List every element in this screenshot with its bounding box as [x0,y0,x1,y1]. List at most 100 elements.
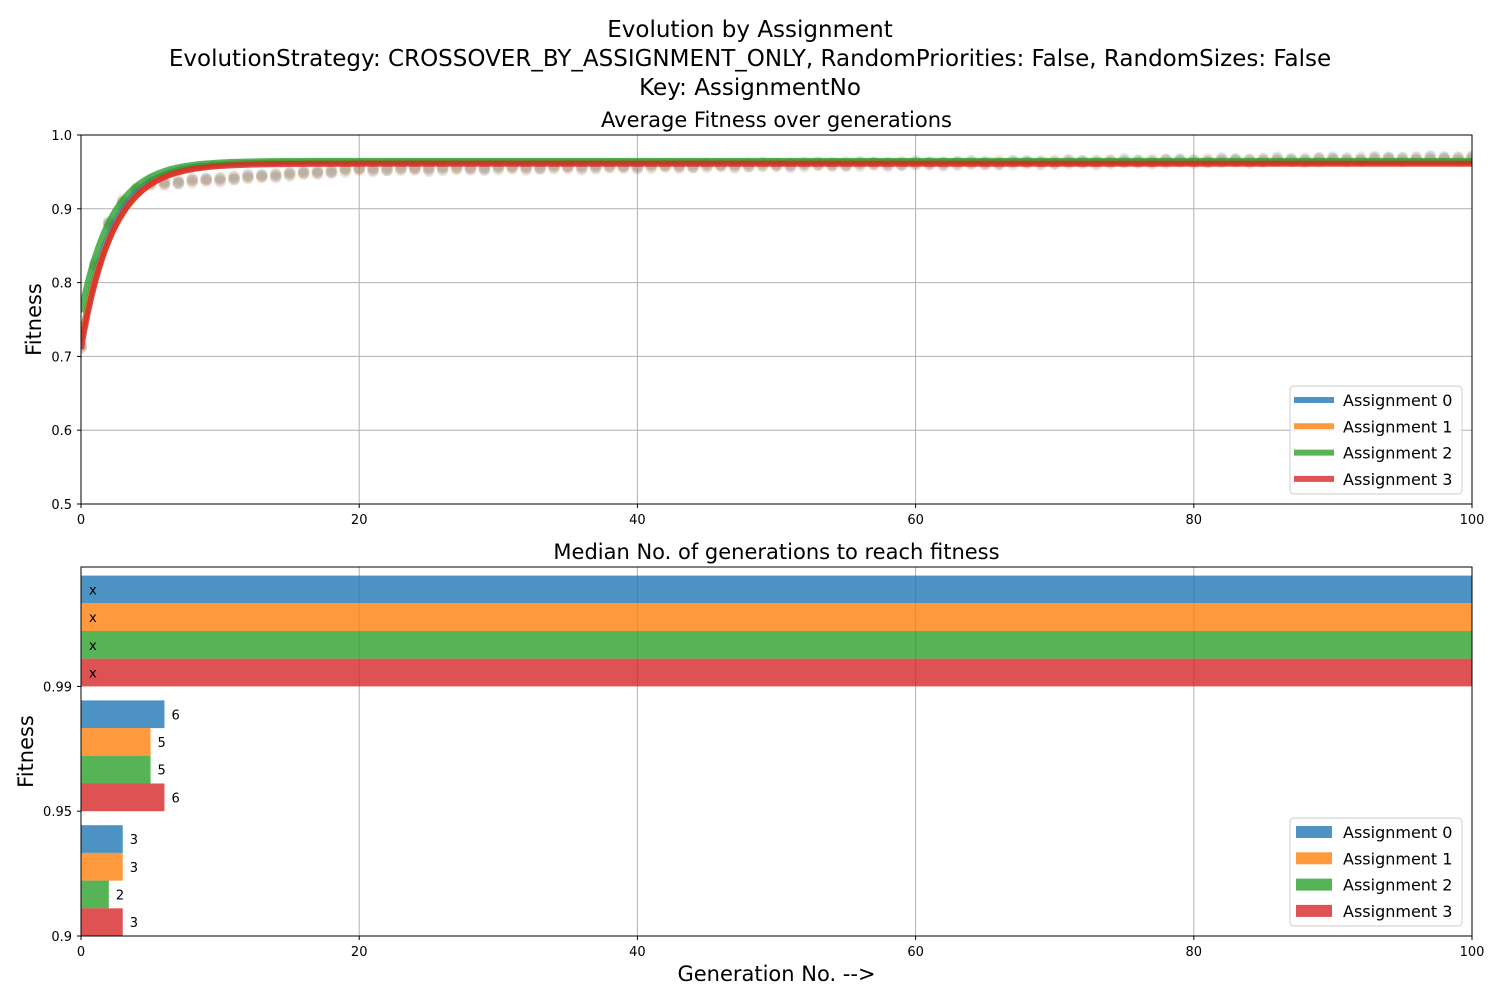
x-tick-label: 80 [1186,513,1203,528]
legend-label-assignment-3: Assignment 3 [1343,902,1452,921]
scatter-point [172,176,185,189]
scatter-point [228,169,241,182]
scatter-point [353,164,366,177]
scatter-point [492,163,505,176]
scatter-point [311,168,324,181]
y-tick-label: 0.9 [51,203,72,218]
scatter-point-shadow [201,176,212,187]
scatter-point [269,169,282,182]
scatter-point [214,175,227,188]
scatter-point-shadow [409,164,420,175]
bar-label: x [89,639,97,654]
scatter-point [214,173,227,186]
scatter-point [269,168,282,181]
scatter-point [367,165,380,178]
y-tick-label: 0.7 [51,350,72,365]
legend-swatch-assignment-3 [1296,904,1332,917]
scatter-point-shadow [298,167,309,178]
bar-label: x [89,611,97,626]
axes-frame [80,134,1473,505]
bar-assignment-2-0-9 [81,880,109,909]
x-tick-label: 60 [907,945,924,960]
series-line-assignment-1 [81,159,1472,343]
scatter-point [186,176,199,189]
legend-label-assignment-1: Assignment 1 [1343,849,1452,868]
bar-assignment-3-0-99 [81,658,1472,687]
figure-title-line-3: Key: AssignmentNo [639,75,861,101]
scatter-point-shadow [326,166,337,177]
scatter-point-shadow [576,164,587,175]
scatter-point [255,169,268,182]
chart-title: Average Fitness over generations [601,108,952,132]
scatter-point [200,174,213,187]
legend-label-assignment-0: Assignment 0 [1343,391,1452,410]
bar-assignment-1-0-99 [81,603,1472,631]
scatter-point [408,163,421,176]
scatter-point [297,167,310,180]
bar-assignment-1-0-95 [81,728,151,756]
series-line-assignment-3 [81,160,1472,350]
scatter-point [311,166,324,179]
scatter-point-shadow [298,169,309,180]
bar-assignment-3-0-95 [81,783,165,812]
y-tick-label: 0.5 [51,498,72,513]
scatter-point [186,174,199,187]
scatter-point [283,166,296,179]
scatter-point-shadow [284,169,295,180]
bar-assignment-0-0-95 [81,700,165,729]
scatter-point-shadow [215,173,226,184]
bar-label: 3 [130,861,138,876]
legend-swatch-assignment-2 [1296,878,1332,891]
series-line-assignment-0 [81,159,1472,343]
bar-assignment-2-0-95 [81,755,151,784]
scatter-point [200,175,213,188]
scatter-point-shadow [187,177,198,188]
y-axis-label: Fitness [14,715,38,788]
x-tick-label: 80 [1186,945,1203,960]
scatter-point-shadow [340,164,351,175]
scatter-point [325,165,338,178]
scatter-point-shadow [242,171,253,182]
scatter-point [158,179,171,192]
scatter-point-shadow [256,169,267,180]
scatter-points [81,149,1472,355]
scatter-point [214,172,227,185]
x-tick-label: 20 [351,945,368,960]
scatter-point [186,172,199,185]
scatter-point-shadow [423,166,434,177]
scatter-point-shadow [368,164,379,175]
scatter-point [520,163,533,176]
scatter-point-shadow [256,172,267,183]
scatter-point [255,171,268,184]
legend-label-assignment-2: Assignment 2 [1343,876,1452,895]
scatter-point-shadow [173,178,184,189]
x-tick-label: 40 [629,513,646,528]
fitness-line-chart: 0 20 40 60 80 100 0.5 0.6 0.7 0.8 0.9 1.0 Average Fi… [22,108,1484,528]
scatter-point-shadow [326,168,337,179]
scatter-point-shadow [298,168,309,179]
x-tick-label: 0 [77,513,85,528]
scatter-point [228,173,241,186]
scatter-point-shadow [215,174,226,185]
bar-label: x [89,667,97,682]
scatter-point-shadow [423,164,434,175]
scatter-point [269,167,282,180]
scatter-point [311,166,324,179]
x-tick-label: 40 [629,945,646,960]
scatter-point-shadow [312,169,323,180]
scatter-point [297,164,310,177]
scatter-point-shadow [312,167,323,178]
bar-assignment-0-0-99 [81,575,1472,604]
scatter-point [478,164,491,177]
scatter-point-shadow [284,167,295,178]
figure-title-line-2: EvolutionStrategy: CROSSOVER_BY_ASSIGNME… [168,46,1332,72]
y-axis-label: Fitness [22,283,46,356]
scatter-point [255,168,268,181]
scatter-point [381,164,394,177]
scatter-point [241,170,254,183]
x-tick-label: 60 [907,513,924,528]
legend-label-assignment-2: Assignment 2 [1343,444,1452,463]
series-lines [81,157,1472,350]
scatter-point [241,168,254,181]
